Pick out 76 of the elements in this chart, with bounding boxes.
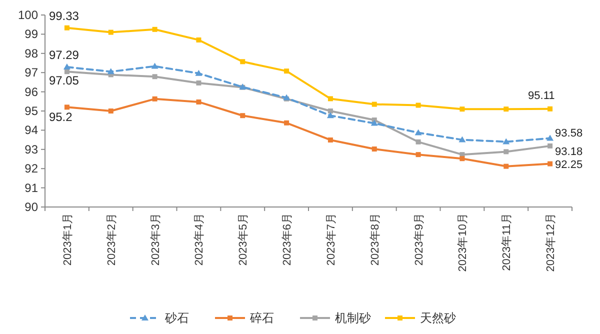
legend-label: 砂石: [164, 311, 189, 325]
point: [107, 68, 114, 74]
x-tick-label: 2023年5月: [238, 213, 250, 266]
point: [152, 96, 158, 102]
y-tick-label: 94: [24, 123, 38, 138]
legend-label: 碎石: [249, 311, 274, 325]
y-tick-label: 91: [24, 180, 38, 195]
point: [152, 26, 158, 32]
data-label: 97.05: [48, 74, 80, 88]
point: [328, 137, 333, 142]
x-tick-label: 2023年10月: [457, 213, 470, 272]
x-tick-label: 2023年9月: [413, 213, 426, 266]
x-tick-label: 2023年7月: [325, 213, 338, 266]
x-tick-label: 2023年11月: [501, 213, 514, 271]
point: [284, 120, 290, 126]
point: [416, 152, 421, 158]
point: [460, 156, 465, 162]
point: [195, 70, 202, 76]
data-label: 95.11: [528, 90, 555, 102]
point: [240, 59, 246, 64]
point: [548, 161, 553, 166]
legend-label: 天然砂: [420, 311, 456, 325]
point: [64, 69, 70, 74]
point: [504, 106, 509, 112]
point: [326, 112, 334, 118]
point: [546, 134, 554, 141]
point: [63, 64, 70, 70]
x-tick-label: 2023年2月: [106, 213, 118, 266]
y-tick-label: 93: [24, 142, 38, 156]
y-tick-label: 97: [24, 66, 38, 80]
y-tick-label: 99: [24, 27, 38, 42]
point: [240, 113, 246, 118]
point: [372, 102, 377, 107]
data-label: 97.29: [48, 48, 80, 62]
point: [196, 99, 202, 104]
legend-label: 机制砂: [335, 311, 371, 325]
y-tick-label: 92: [24, 162, 38, 176]
point: [372, 146, 377, 152]
point: [460, 106, 465, 112]
y-tick-label: 98: [24, 46, 38, 60]
point: [548, 106, 553, 112]
point: [504, 149, 509, 154]
point: [64, 25, 70, 30]
y-tick-label: 100: [18, 8, 38, 22]
point: [502, 138, 510, 144]
point: [64, 104, 70, 110]
point: [328, 96, 333, 102]
point: [416, 139, 421, 144]
point: [196, 80, 202, 86]
point: [196, 37, 202, 42]
point: [504, 164, 509, 169]
y-tick-label: 95: [24, 104, 38, 118]
point: [108, 108, 114, 114]
point: [416, 102, 421, 108]
data-label: 93.58: [555, 127, 583, 140]
point: [108, 30, 114, 35]
y-tick-label: 90: [24, 200, 38, 214]
data-label: 99.33: [48, 8, 80, 23]
data-label: 92.25: [555, 158, 583, 171]
point: [370, 120, 378, 126]
y-tick-label: 96: [24, 84, 38, 99]
data-label: 93.18: [555, 146, 583, 158]
x-tick-label: 2023年6月: [282, 213, 294, 266]
point: [328, 108, 333, 114]
x-tick-label: 2023年12月: [545, 213, 558, 272]
point: [414, 129, 422, 136]
point: [458, 136, 466, 142]
data-label: 95.2: [48, 110, 73, 124]
point: [548, 143, 553, 148]
x-tick-label: 2023年3月: [150, 213, 162, 266]
x-tick-label: 2023年8月: [369, 213, 382, 266]
point: [151, 62, 158, 69]
point: [284, 68, 290, 74]
point: [152, 74, 158, 80]
x-tick-label: 2023年1月: [62, 213, 74, 266]
x-tick-label: 2023年4月: [194, 213, 206, 266]
